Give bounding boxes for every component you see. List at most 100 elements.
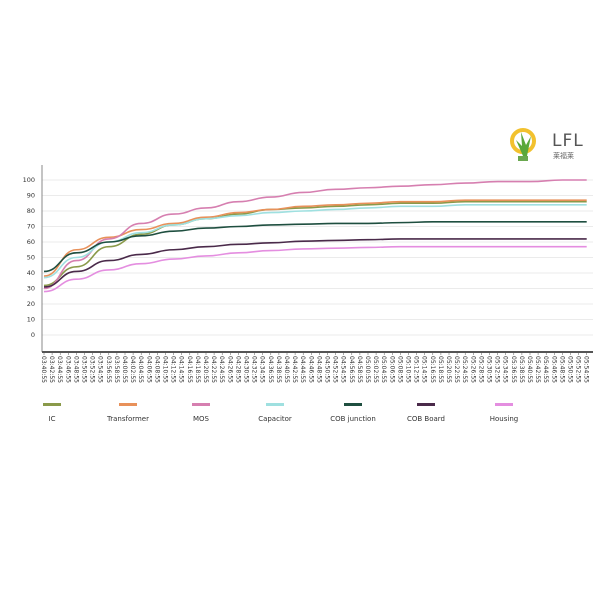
y-tick-label: 90 bbox=[27, 192, 35, 200]
legend-label: MOS bbox=[193, 415, 210, 423]
logo: LFL 莱福莱 bbox=[510, 128, 584, 161]
x-tick-label: 04:32:55 bbox=[251, 356, 258, 383]
legend-item: COB junction bbox=[330, 403, 376, 423]
x-tick-label: 04:10:55 bbox=[162, 356, 169, 383]
x-tick-label: 05:06:55 bbox=[388, 356, 395, 383]
x-tick-label: 04:38:55 bbox=[275, 356, 282, 383]
legend-swatch bbox=[43, 403, 61, 406]
legend-label: IC bbox=[49, 415, 56, 423]
legend-item: COB Board bbox=[407, 403, 445, 423]
y-tick-label: 70 bbox=[27, 223, 35, 231]
legend-label: COB Board bbox=[407, 415, 445, 423]
series-line-ic bbox=[43, 200, 587, 287]
x-axis: 03:40:55 03:42:55 03:44:55 03:46:55 03:48:55… bbox=[40, 352, 590, 383]
x-tick-label: 05:52:55 bbox=[575, 356, 582, 383]
legend-swatch bbox=[192, 403, 210, 406]
x-tick-label: 05:24:55 bbox=[461, 356, 468, 383]
x-tick-label: 05:42:55 bbox=[534, 356, 541, 383]
x-tick-label: 04:58:55 bbox=[356, 356, 363, 383]
legend-label: Transformer bbox=[106, 415, 149, 423]
x-tick-label: 05:32:55 bbox=[494, 356, 501, 383]
x-tick-label: 04:48:55 bbox=[315, 356, 322, 383]
x-tick-label: 04:56:55 bbox=[348, 356, 355, 383]
x-tick-label: 05:16:55 bbox=[429, 356, 436, 383]
series-line-capacitor bbox=[43, 204, 587, 279]
x-tick-label: 04:44:55 bbox=[299, 356, 306, 383]
y-tick-label: 100 bbox=[23, 176, 35, 184]
legend-swatch bbox=[266, 403, 284, 406]
x-tick-label: 05:48:55 bbox=[558, 356, 565, 383]
legend-label: Housing bbox=[490, 415, 518, 423]
x-tick-label: 04:30:55 bbox=[243, 356, 250, 383]
bulb-base bbox=[518, 156, 528, 161]
x-tick-label: 05:10:55 bbox=[405, 356, 412, 383]
x-tick-label: 05:28:55 bbox=[477, 356, 484, 383]
x-tick-label: 03:40:55 bbox=[40, 356, 47, 383]
legend-swatch bbox=[495, 403, 513, 406]
x-tick-label: 04:42:55 bbox=[291, 356, 298, 383]
x-tick-label: 05:12:55 bbox=[413, 356, 420, 383]
x-tick-label: 05:18:55 bbox=[437, 356, 444, 383]
legend-swatch bbox=[344, 403, 362, 406]
legend: IC Transformer MOS Capacitor COB junction COB… bbox=[43, 403, 518, 423]
x-tick-label: 04:40:55 bbox=[283, 356, 290, 383]
x-tick-label: 05:02:55 bbox=[372, 356, 379, 383]
x-tick-label: 03:54:55 bbox=[97, 356, 104, 383]
x-tick-label: 03:48:55 bbox=[72, 356, 79, 383]
x-tick-label: 05:40:55 bbox=[526, 356, 533, 383]
x-tick-label: 05:22:55 bbox=[453, 356, 460, 383]
legend-item: Transformer bbox=[106, 403, 149, 423]
x-tick-label: 04:18:55 bbox=[194, 356, 201, 383]
x-tick-label: 05:50:55 bbox=[567, 356, 574, 383]
x-tick-label: 04:36:55 bbox=[267, 356, 274, 383]
grid bbox=[42, 179, 593, 336]
legend-item: Housing bbox=[490, 403, 518, 423]
series-line-cob-board bbox=[43, 238, 587, 288]
x-tick-label: 05:14:55 bbox=[421, 356, 428, 383]
x-tick-label: 03:44:55 bbox=[56, 356, 63, 383]
x-tick-label: 05:36:55 bbox=[510, 356, 517, 383]
legend-label: Capacitor bbox=[258, 415, 292, 423]
y-tick-label: 30 bbox=[27, 285, 35, 293]
x-tick-label: 05:20:55 bbox=[445, 356, 452, 383]
x-tick-label: 05:38:55 bbox=[518, 356, 525, 383]
legend-swatch bbox=[417, 403, 435, 406]
logo-subtext: 莱福莱 bbox=[553, 151, 574, 160]
x-tick-label: 05:00:55 bbox=[364, 356, 371, 383]
series-line-cob-junction bbox=[43, 221, 587, 273]
legend-item: IC bbox=[43, 403, 61, 423]
series-line-mos bbox=[43, 179, 587, 290]
legend-item: MOS bbox=[192, 403, 210, 423]
x-tick-label: 05:34:55 bbox=[502, 356, 509, 383]
y-axis: 0 10 20 30 40 50 60 70 80 90 100 bbox=[23, 176, 35, 339]
series-line-housing bbox=[43, 245, 587, 293]
legend-label: COB junction bbox=[330, 415, 376, 423]
y-tick-label: 80 bbox=[27, 207, 35, 215]
x-tick-label: 05:26:55 bbox=[469, 356, 476, 383]
x-tick-label: 04:24:55 bbox=[218, 356, 225, 383]
x-tick-label: 05:44:55 bbox=[542, 356, 549, 383]
x-tick-label: 05:54:55 bbox=[583, 356, 590, 383]
x-tick-label: 03:50:55 bbox=[81, 356, 88, 383]
x-tick-label: 03:52:55 bbox=[89, 356, 96, 383]
x-tick-label: 04:28:55 bbox=[234, 356, 241, 383]
y-tick-label: 50 bbox=[27, 254, 35, 262]
series-line-transformer bbox=[43, 199, 587, 277]
x-tick-label: 04:08:55 bbox=[153, 356, 160, 383]
series-lines bbox=[43, 179, 587, 293]
y-tick-label: 0 bbox=[31, 331, 35, 339]
x-tick-label: 04:04:55 bbox=[137, 356, 144, 383]
y-tick-label: 40 bbox=[27, 269, 35, 277]
x-tick-label: 05:30:55 bbox=[486, 356, 493, 383]
plant-icon bbox=[516, 132, 531, 156]
x-tick-label: 05:04:55 bbox=[380, 356, 387, 383]
x-tick-label: 04:50:55 bbox=[324, 356, 331, 383]
x-tick-label: 04:26:55 bbox=[226, 356, 233, 383]
x-tick-label: 03:46:55 bbox=[64, 356, 71, 383]
x-tick-label: 04:34:55 bbox=[259, 356, 266, 383]
x-tick-label: 04:22:55 bbox=[210, 356, 217, 383]
x-tick-label: 04:46:55 bbox=[307, 356, 314, 383]
x-tick-label: 04:52:55 bbox=[332, 356, 339, 383]
logo-text: LFL bbox=[552, 131, 584, 151]
